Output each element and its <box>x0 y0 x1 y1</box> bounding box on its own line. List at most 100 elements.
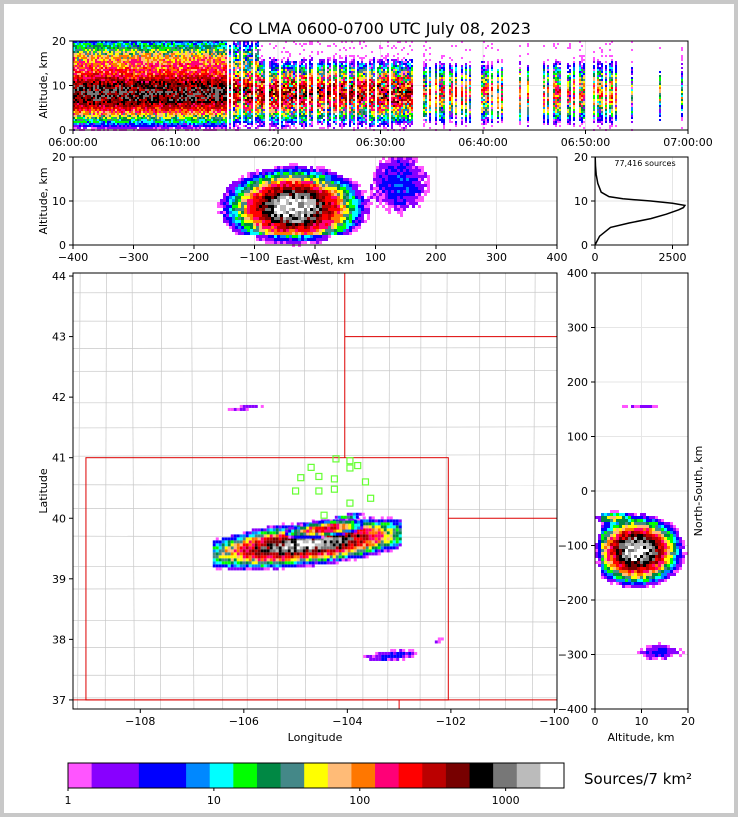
colorbar-label: Sources/7 km² <box>584 770 692 788</box>
hist-ytick-label: 10 <box>574 195 588 208</box>
colorbar-cell <box>186 763 211 788</box>
ew-height-ylabel: Altitude, km <box>37 167 50 234</box>
map-xtick-label: −106 <box>229 715 259 728</box>
ew-height-data <box>217 157 430 247</box>
th-ytick-label: 0 <box>59 124 66 137</box>
county-boundaries <box>72 272 558 710</box>
colorbar-cell <box>256 763 282 788</box>
plan-view-data <box>212 404 444 661</box>
lma-station-marker <box>330 485 339 493</box>
colorbar: 1 10 100 1000 Sources/7 km² <box>65 762 692 807</box>
state-boundaries <box>73 273 557 709</box>
colorbar-cell <box>209 763 234 788</box>
ew-ytick-label: 10 <box>52 195 66 208</box>
colorbar-tick-label: 1000 <box>492 794 520 807</box>
hist-ytick-label: 0 <box>581 239 588 252</box>
plan-view-ylabel: Latitude <box>37 468 50 514</box>
lma-figure: CO LMA 0600-0700 UTC July 08, 2023 0 10 20… <box>37 19 713 807</box>
lma-station-marker <box>346 499 354 507</box>
time-height-panel: 0 10 20 06:00:00 06:10:00 06:20:00 06:30:00 06:… <box>37 35 713 149</box>
colorbar-tick-label: 10 <box>207 794 221 807</box>
ns-xtick-label: 10 <box>635 715 649 728</box>
colorbar-cell <box>493 763 518 788</box>
ns-xtick-label: 0 <box>592 715 599 728</box>
th-ytick-label: 20 <box>52 35 66 48</box>
ns-ytick-label: 400 <box>567 267 588 280</box>
ns-ytick-label: 200 <box>567 376 588 389</box>
ns-ytick-label: 300 <box>567 322 588 335</box>
th-xtick-label: 06:10:00 <box>151 136 200 149</box>
ew-xtick-label: 300 <box>486 251 507 264</box>
hist-xtick-label: 0 <box>592 251 599 264</box>
map-xtick-label: −108 <box>125 715 155 728</box>
ns-height-panel: 0 10 20 −400 −300 −200 −100 0 100 200 300 400 Altit… <box>558 267 705 744</box>
th-xtick-label: 06:00:00 <box>48 136 97 149</box>
histogram-panel: 77,416 sources 0 2500 0 10 20 <box>574 151 689 264</box>
map-ytick-label: 38 <box>52 633 66 646</box>
lma-stations <box>291 455 375 519</box>
lma-station-marker <box>315 487 323 495</box>
figure-frame: CO LMA 0600-0700 UTC July 08, 2023 0 10 20… <box>4 4 734 813</box>
map-ytick-label: 42 <box>52 391 66 404</box>
time-height-data <box>73 41 683 131</box>
ew-xtick-label: 100 <box>365 251 386 264</box>
colorbar-cell <box>68 763 93 788</box>
ew-xtick-label: 400 <box>547 251 568 264</box>
lma-station-marker <box>361 478 370 486</box>
th-xtick-label: 06:20:00 <box>253 136 302 149</box>
ew-xtick-label: −200 <box>179 251 209 264</box>
map-ytick-label: 43 <box>52 331 66 344</box>
ew-xtick-label: −300 <box>118 251 148 264</box>
colorbar-cell <box>516 763 541 788</box>
ew-ytick-label: 0 <box>59 239 66 252</box>
colorbar-cell <box>280 763 305 788</box>
ns-height-ylabel: North-South, km <box>692 446 705 537</box>
map-ytick-label: 44 <box>52 270 66 283</box>
ew-xtick-label: −400 <box>58 251 88 264</box>
ew-ytick-label: 20 <box>52 151 66 164</box>
histogram-profile-line <box>594 156 687 246</box>
lma-station-marker <box>297 474 305 482</box>
lma-station-marker <box>315 472 323 481</box>
colorado-boundary <box>85 457 449 701</box>
lma-station-marker <box>320 511 328 519</box>
ns-height-data <box>595 405 688 660</box>
map-xtick-label: −104 <box>332 715 362 728</box>
colorbar-cell <box>304 763 329 788</box>
colorbar-cell <box>115 763 140 788</box>
hist-ytick-label: 20 <box>574 151 588 164</box>
lma-station-marker <box>291 487 300 495</box>
th-xtick-label: 06:50:00 <box>561 136 610 149</box>
ew-xtick-label: 0 <box>312 251 319 264</box>
map-xtick-label: −100 <box>539 715 569 728</box>
hist-xtick-label: 2500 <box>659 251 687 264</box>
th-xtick-label: 06:40:00 <box>458 136 507 149</box>
colorbar-cell <box>469 763 494 788</box>
colorbar-cell <box>327 763 352 788</box>
lma-station-marker <box>346 464 354 472</box>
chart-title: CO LMA 0600-0700 UTC July 08, 2023 <box>229 19 531 38</box>
colorbar-cell <box>91 763 116 788</box>
colorbar-cell <box>233 763 258 788</box>
lma-station-marker <box>330 475 339 483</box>
ns-xtick-label: 20 <box>681 715 695 728</box>
colorbar-cell <box>375 763 400 788</box>
lma-station-marker <box>332 455 340 463</box>
lma-station-marker <box>367 494 375 502</box>
map-ytick-label: 37 <box>52 694 66 707</box>
plan-view-xlabel: Longitude <box>288 731 343 744</box>
ns-ytick-label: 100 <box>567 431 588 444</box>
map-xtick-label: −102 <box>436 715 466 728</box>
colorbar-cell <box>162 763 187 788</box>
th-xtick-label: 07:00:00 <box>663 136 712 149</box>
map-ytick-label: 41 <box>52 452 66 465</box>
map-ytick-label: 39 <box>52 573 66 586</box>
ew-xtick-label: −100 <box>239 251 269 264</box>
ew-height-xlabel: East-West, km <box>276 254 354 267</box>
ns-ytick-label: −400 <box>558 703 588 716</box>
colorbar-cell <box>398 763 423 788</box>
histogram-annotation: 77,416 sources <box>614 159 675 168</box>
ns-ytick-label: −300 <box>558 649 588 662</box>
colorbar-cell <box>351 763 376 788</box>
colorbar-cell <box>422 763 447 788</box>
